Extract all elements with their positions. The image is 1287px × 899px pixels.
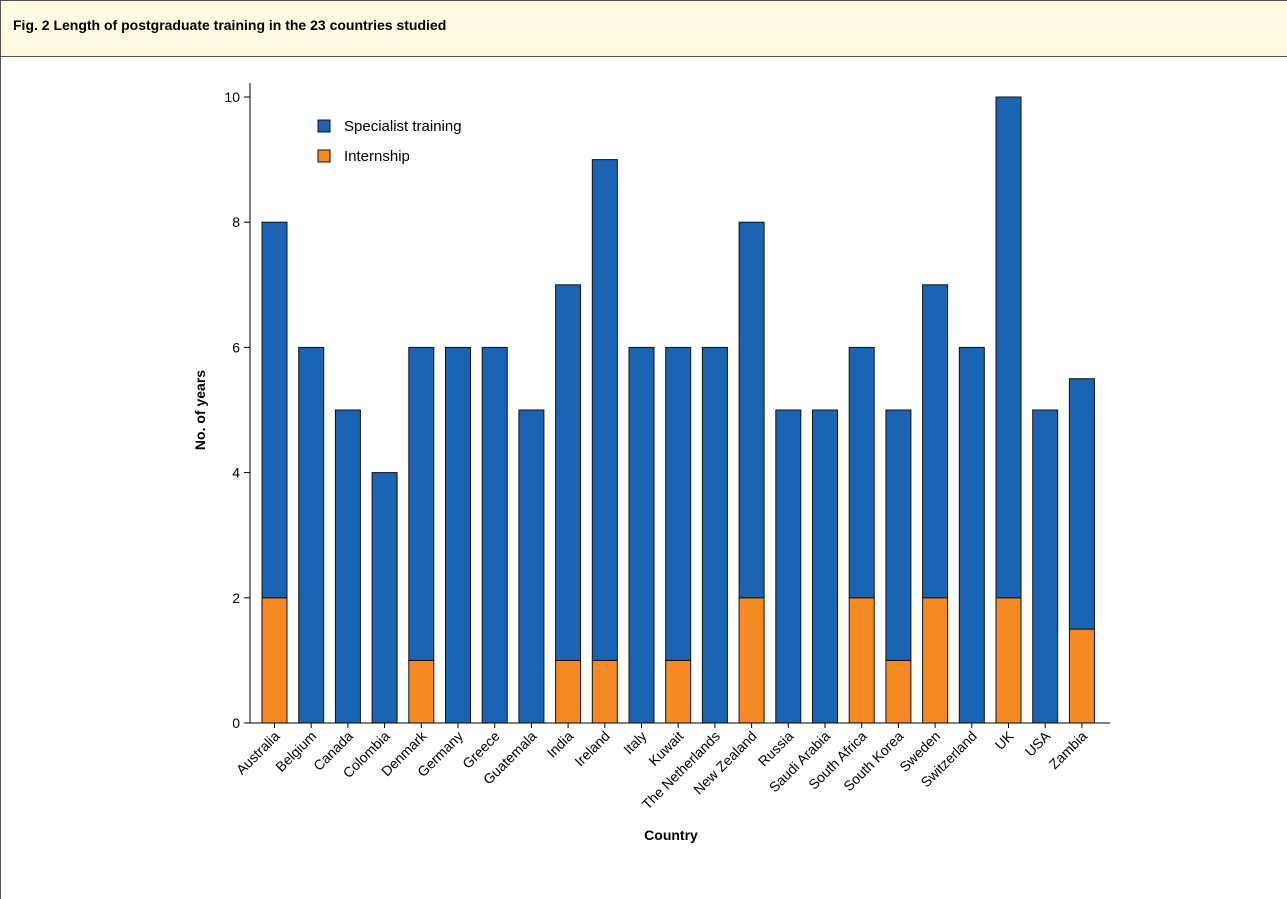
bar-specialist-15 [812, 409, 838, 724]
bar-internship-13 [738, 597, 765, 724]
bar-specialist-2 [334, 409, 361, 724]
x-tick-label-9: Ireland [571, 728, 613, 770]
legend-swatch-1 [317, 149, 331, 163]
bar-specialist-9 [591, 159, 618, 661]
y-axis-title: No. of years [192, 370, 208, 450]
bar-internship-16 [848, 597, 875, 724]
bars-group [261, 96, 1095, 724]
bar-internship-22 [1068, 628, 1095, 724]
x-tick-label-21: USA [1022, 727, 1054, 759]
x-tick-label-1: Belgium [272, 728, 319, 775]
legend-label-1: Internship [344, 148, 410, 165]
bar-specialist-7 [518, 409, 545, 724]
y-tick-label-10: 10 [224, 89, 240, 105]
legend-swatch-0 [317, 119, 331, 133]
x-tick-label-0: Australia [233, 728, 283, 778]
bar-specialist-1 [298, 346, 325, 724]
bar-internship-20 [995, 597, 1022, 724]
bar-specialist-11 [665, 346, 692, 661]
bar-internship-17 [885, 659, 912, 724]
bar-internship-4 [408, 659, 435, 724]
bar-internship-18 [922, 597, 949, 724]
figure-title: Fig. 2 Length of postgraduate training i… [13, 17, 447, 33]
bar-specialist-3 [371, 472, 398, 724]
bar-specialist-6 [481, 346, 508, 724]
bar-specialist-17 [885, 409, 912, 661]
bar-specialist-18 [922, 284, 949, 599]
bar-internship-9 [591, 659, 618, 724]
bar-specialist-4 [408, 346, 435, 661]
legend: Specialist training Internship [317, 118, 462, 165]
bar-specialist-5 [445, 346, 471, 724]
y-tick-label-4: 4 [232, 465, 240, 481]
x-tick-label-22: Zambia [1046, 728, 1090, 772]
bar-specialist-13 [738, 221, 765, 599]
y-tick-label-8: 8 [232, 214, 240, 230]
figure-header: Fig. 2 Length of postgraduate training i… [1, 1, 1287, 57]
x-tick-label-10: Italy [620, 728, 649, 757]
bar-specialist-8 [555, 284, 582, 661]
y-tick-label-0: 0 [232, 715, 240, 731]
y-tick-label-6: 6 [232, 339, 240, 355]
bar-specialist-16 [848, 346, 875, 599]
bar-specialist-21 [1032, 409, 1059, 724]
bar-specialist-0 [261, 221, 288, 599]
x-tick-label-20: UK [992, 727, 1018, 753]
bar-specialist-19 [958, 346, 985, 724]
bar-internship-11 [665, 659, 692, 724]
bar-specialist-20 [995, 96, 1022, 599]
legend-label-0: Specialist training [344, 118, 462, 135]
bar-internship-8 [555, 659, 582, 724]
bar-specialist-14 [775, 409, 802, 724]
x-axis-title: Country [644, 827, 698, 843]
bar-specialist-12 [701, 346, 728, 724]
y-tick-label-2: 2 [232, 590, 240, 606]
bar-specialist-10 [628, 346, 655, 724]
x-tick-label-8: India [543, 728, 576, 761]
bar-specialist-22 [1068, 378, 1095, 630]
bar-internship-0 [261, 597, 288, 724]
